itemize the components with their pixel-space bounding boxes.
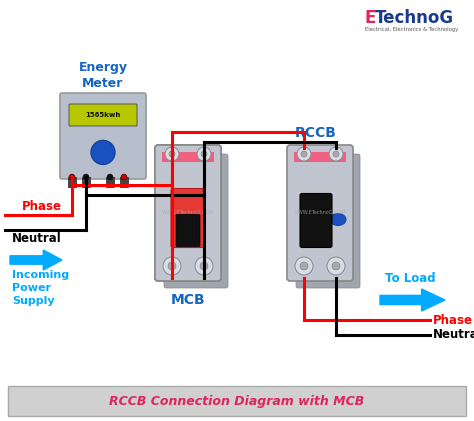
Circle shape [301,151,307,157]
Bar [82,177,90,187]
Bar [106,177,114,187]
Circle shape [165,147,179,161]
FancyBboxPatch shape [176,214,200,247]
Bar [294,152,346,162]
Polygon shape [10,250,62,270]
FancyBboxPatch shape [155,145,221,281]
Circle shape [121,174,127,180]
FancyBboxPatch shape [60,93,146,179]
Circle shape [329,147,343,161]
Circle shape [295,257,313,275]
Text: To Load: To Load [385,272,436,285]
Ellipse shape [330,213,346,226]
Circle shape [300,262,308,270]
Circle shape [69,174,75,180]
Circle shape [332,262,340,270]
Circle shape [163,257,181,275]
Bar [120,177,128,187]
Text: E: E [365,9,376,27]
FancyBboxPatch shape [287,145,353,281]
Circle shape [107,174,113,180]
Text: RCCB: RCCB [295,126,337,140]
Circle shape [195,257,213,275]
Text: Phase: Phase [22,200,62,213]
Text: Electrical, Electronics & Technology: Electrical, Electronics & Technology [365,27,458,32]
FancyBboxPatch shape [164,154,228,288]
Bar [162,152,214,162]
Text: Neutral: Neutral [433,328,474,341]
Text: WWW.ETechnoG.COM: WWW.ETechnoG.COM [162,210,214,216]
Text: RCCB Connection Diagram with MCB: RCCB Connection Diagram with MCB [109,394,365,408]
Bar [68,177,76,187]
Circle shape [200,262,208,270]
Text: Energy
Meter: Energy Meter [79,61,128,90]
FancyBboxPatch shape [300,194,332,248]
Text: Incoming
Power
Supply: Incoming Power Supply [12,270,69,306]
FancyBboxPatch shape [171,189,205,248]
Polygon shape [380,289,445,311]
Circle shape [169,151,175,157]
Circle shape [83,174,89,180]
Circle shape [327,257,345,275]
Circle shape [91,140,115,164]
Circle shape [201,151,207,157]
FancyBboxPatch shape [69,104,137,126]
Bar [8,386,466,416]
Circle shape [168,262,176,270]
Text: Phase: Phase [433,314,473,327]
Text: TechnoG: TechnoG [375,9,454,27]
Text: 1565kwh: 1565kwh [85,112,121,118]
Circle shape [297,147,311,161]
Text: Neutral: Neutral [12,232,62,245]
FancyBboxPatch shape [296,154,360,288]
Circle shape [333,151,339,157]
FancyBboxPatch shape [155,145,221,281]
Circle shape [197,147,211,161]
Text: WWW.ETechnoG.COM: WWW.ETechnoG.COM [294,210,346,216]
Text: MCB: MCB [171,293,205,307]
